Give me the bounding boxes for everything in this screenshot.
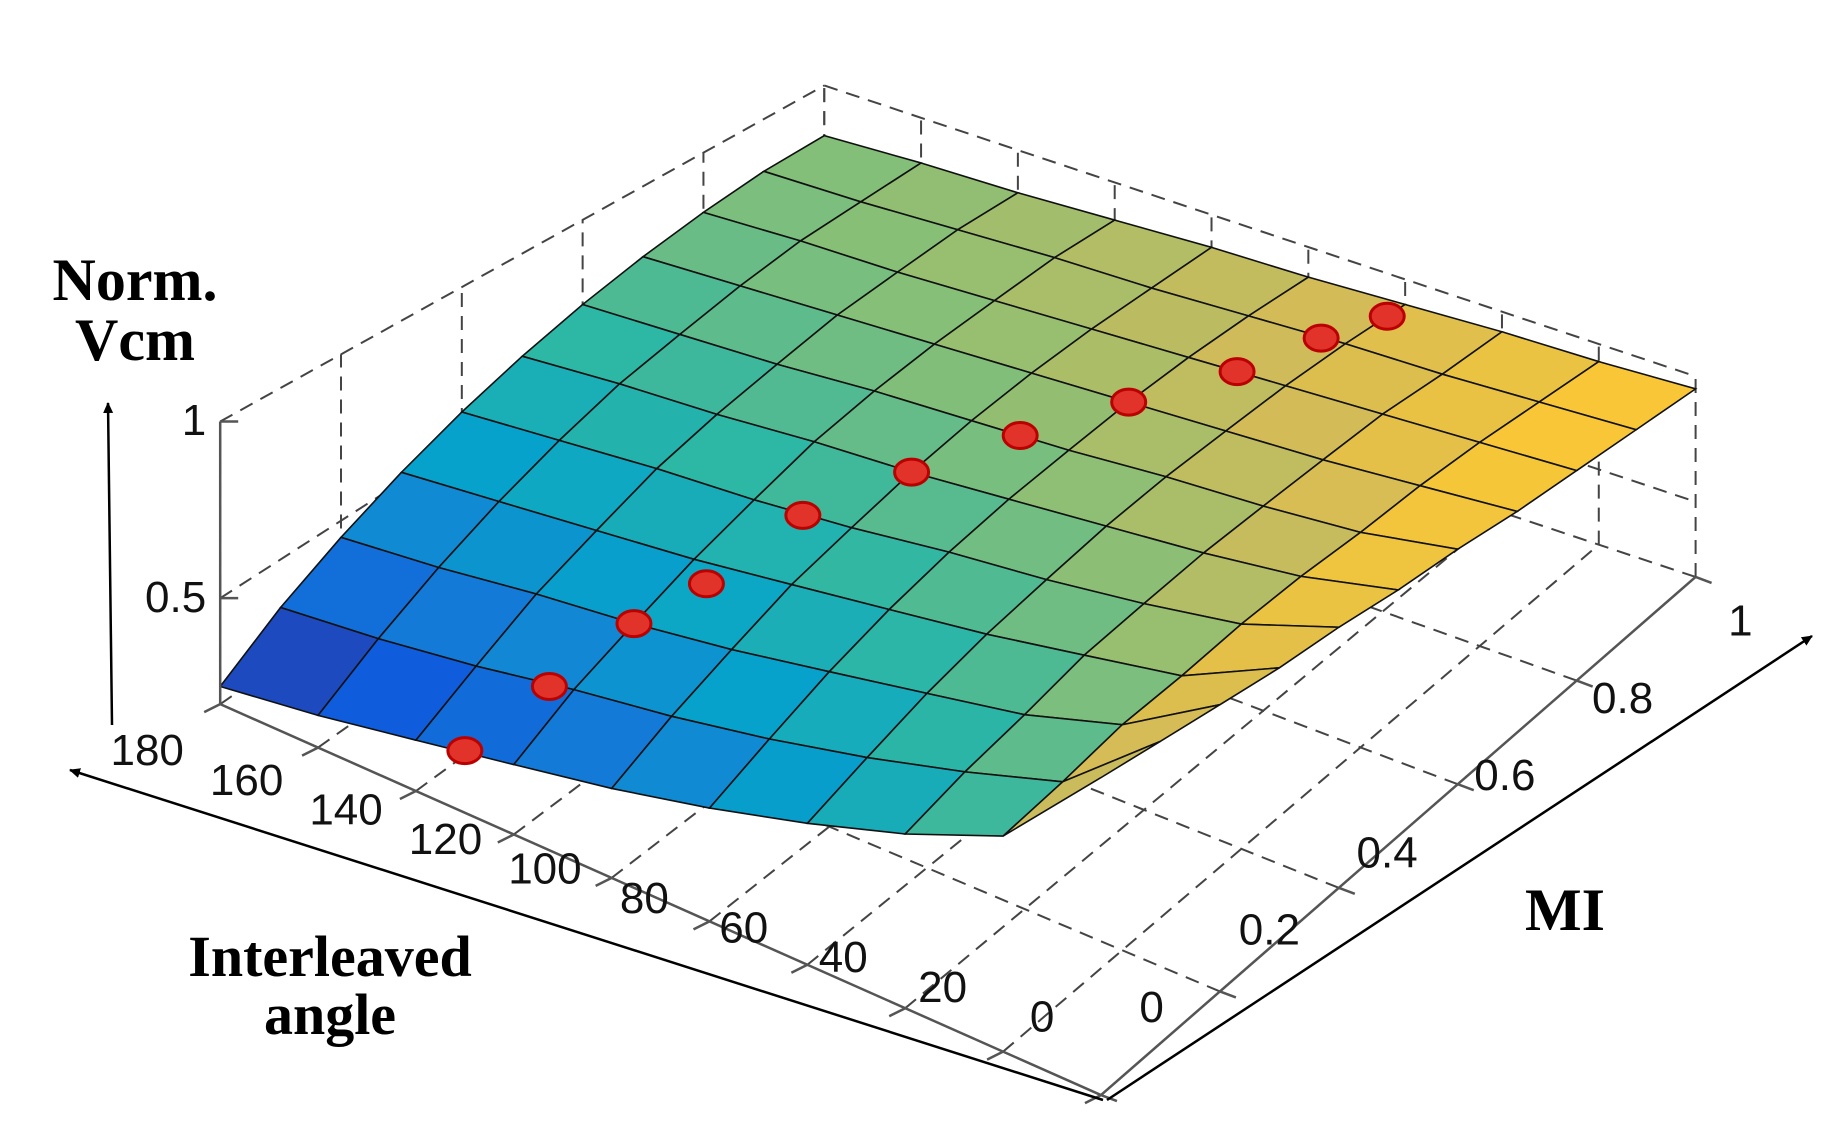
x-tick (986, 1050, 1004, 1061)
x-tick-label: 20 (918, 963, 967, 1012)
marker (1368, 301, 1406, 331)
marker (530, 671, 568, 701)
x-arrow (69, 768, 1104, 1102)
x-tick (203, 703, 221, 714)
y-tick-label: 1 (1728, 597, 1752, 646)
x-tick (692, 920, 711, 931)
x-tick (790, 963, 808, 974)
y-tick (1457, 783, 1475, 792)
marker (1218, 357, 1256, 387)
marker (1001, 420, 1039, 450)
y-tick (1219, 990, 1237, 999)
x-tick (888, 1007, 906, 1018)
y-tick-label: 0.6 (1474, 751, 1535, 800)
marker-group (446, 301, 1406, 766)
marker (615, 609, 653, 639)
x-tick-label: 160 (210, 756, 283, 805)
y-tick-label: 0 (1139, 983, 1163, 1032)
x-axis-label: Interleaved angle (188, 924, 472, 1047)
marker (446, 736, 484, 766)
floor-grid-line (1002, 543, 1600, 1053)
marker (784, 500, 822, 530)
x-tick (301, 746, 319, 757)
floor-grid-line (806, 479, 1406, 966)
x-tick-label: 0 (1030, 992, 1054, 1041)
x-tick-label: 140 (309, 785, 382, 834)
y-axis-line (1100, 576, 1697, 1097)
y-arrow (1106, 634, 1813, 1102)
x-tick-label: 120 (409, 815, 482, 864)
y-tick (1338, 886, 1356, 896)
x-tick-label: 180 (110, 726, 183, 775)
surface-patch (1002, 740, 1161, 837)
y-tick-label: 0.2 (1239, 906, 1300, 955)
wall-grid-line (219, 84, 825, 423)
x-tick (1084, 1093, 1102, 1105)
surface (218, 134, 1698, 837)
y-tick-label: 0.8 (1592, 674, 1653, 723)
x-tick-label: 100 (508, 844, 581, 893)
floor-grid-line (904, 511, 1503, 1009)
y-tick (1576, 679, 1594, 688)
x-tick-label: 60 (719, 904, 768, 953)
x-axis-line (219, 703, 1102, 1097)
z-axis-label: Norm. Vcm (52, 247, 218, 373)
y-axis-label: MI (1525, 877, 1605, 943)
marker (1302, 323, 1340, 353)
x-tick (497, 833, 515, 844)
z-arrow (103, 402, 114, 726)
axes: 0 20 40 60 80 100 120 140 160 180 0 0.2 0.4 0.6 0.8 1 0.… (110, 396, 1753, 1105)
x-tick (595, 876, 613, 888)
marker (687, 569, 725, 599)
marker (893, 457, 931, 487)
wall-grid-line (823, 84, 1696, 378)
x-tick-label: 80 (620, 874, 669, 923)
z-tick-label: 1 (182, 396, 206, 445)
y-tick (1695, 575, 1713, 585)
y-tick-label: 0.4 (1357, 828, 1418, 877)
marker (1110, 387, 1148, 417)
x-tick-label: 40 (819, 933, 868, 982)
x-tick (399, 789, 417, 801)
z-tick-label: 0.5 (145, 573, 206, 622)
